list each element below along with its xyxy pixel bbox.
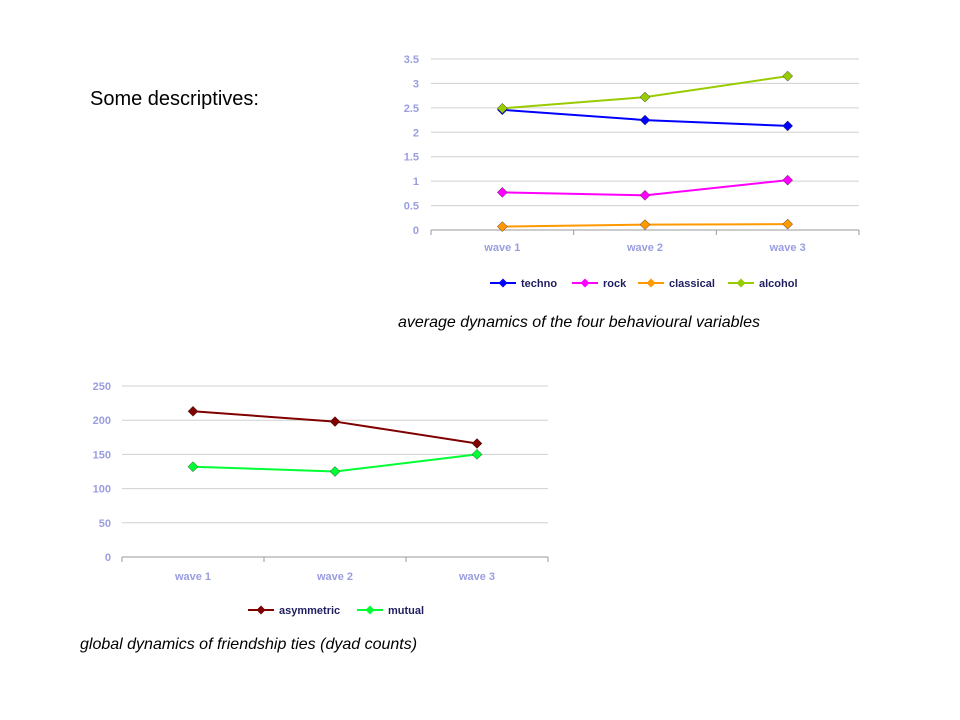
x-tick-label: wave 2 <box>626 242 663 254</box>
data-point-alcohol <box>782 70 794 82</box>
series-line-asymmetric <box>192 410 478 445</box>
data-point-alcohol <box>639 91 651 103</box>
data-point-asymmetric <box>471 438 483 449</box>
legend-label-rock: rock <box>603 278 627 290</box>
data-point-classical <box>782 218 794 230</box>
y-tick-label: 2 <box>413 127 419 139</box>
chart-2-caption: global dynamics of friendship ties (dyad… <box>80 636 418 653</box>
y-tick-label: 0.5 <box>404 201 419 213</box>
legend-label-techno: techno <box>521 278 557 290</box>
data-point-mutual <box>329 466 341 477</box>
data-point-rock <box>782 174 794 186</box>
legend-label-classical: classical <box>669 278 715 290</box>
data-point-rock <box>496 187 508 198</box>
y-tick-label: 1.5 <box>404 152 419 164</box>
legend-marker-alcohol <box>736 278 746 288</box>
y-tick-label: 1 <box>413 176 419 188</box>
legend-marker-mutual <box>365 605 375 615</box>
x-tick-label: wave 3 <box>769 242 806 254</box>
y-tick-label: 3 <box>413 78 419 90</box>
y-tick-label: 0 <box>413 225 419 237</box>
data-point-mutual <box>187 461 199 473</box>
legend-label-alcohol: alcohol <box>759 278 798 290</box>
y-tick-label: 150 <box>93 449 111 461</box>
legend-label-asymmetric: asymmetric <box>279 605 340 617</box>
chart-1: 0 0.5 1 1.5 2 2.5 3 3.5 wave 1 wave 2 wave 3 techno… <box>404 54 860 290</box>
data-point-classical <box>496 221 508 232</box>
chart-2: 0 50 100 150 200 250 wave 1 wave 2 wave 3 asymmet… <box>93 381 549 617</box>
data-point-asymmetric <box>187 405 199 417</box>
legend-marker-techno <box>498 278 508 288</box>
chart-1-caption: average dynamics of the four behavioural… <box>398 314 760 331</box>
data-point-classical <box>639 219 651 230</box>
data-point-mutual <box>471 449 483 460</box>
legend-marker-rock <box>580 278 590 288</box>
x-tick-label: wave 1 <box>174 571 211 583</box>
legend-label-mutual: mutual <box>388 605 424 617</box>
data-point-techno <box>639 114 651 126</box>
data-point-techno <box>782 120 794 132</box>
y-tick-label: 100 <box>93 484 111 496</box>
page-heading: Some descriptives: <box>90 88 259 110</box>
y-tick-label: 50 <box>99 518 111 530</box>
data-point-asymmetric <box>329 416 341 427</box>
x-tick-label: wave 3 <box>458 571 495 583</box>
legend-marker-asymmetric <box>256 605 266 615</box>
y-tick-label: 0 <box>105 552 111 564</box>
y-tick-label: 200 <box>93 415 111 427</box>
y-tick-label: 2.5 <box>404 103 419 115</box>
y-tick-label: 3.5 <box>404 54 419 66</box>
x-tick-label: wave 1 <box>483 242 520 254</box>
data-point-alcohol <box>496 102 508 114</box>
legend-marker-classical <box>646 278 656 288</box>
x-tick-label: wave 2 <box>316 571 353 583</box>
y-tick-label: 250 <box>93 381 111 393</box>
data-point-rock <box>639 189 651 201</box>
